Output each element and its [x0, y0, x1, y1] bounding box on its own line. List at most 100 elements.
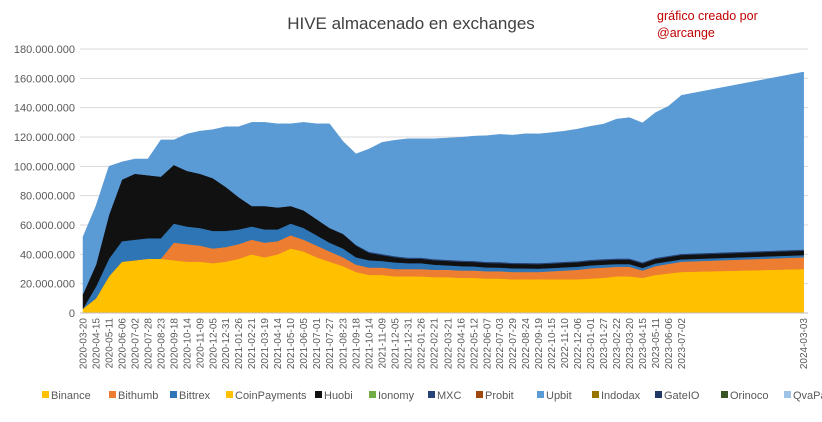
x-tick-label: 2022-05-12 [469, 318, 480, 370]
x-tick-label: 2022-10-15 [547, 318, 558, 370]
x-tick-label: 2021-05-10 [286, 318, 297, 370]
x-axis-tick-labels: 2020-03-20 2020-04-15 2020-05-11 2020-06-06… [79, 318, 811, 370]
x-tick-label: 2020-11-09 [195, 318, 206, 369]
chart-annotation-line1: gráfico creado por [657, 9, 758, 23]
legend-item-ionomy: Ionomy [369, 390, 415, 402]
x-tick-label: 2022-03-21 [443, 318, 454, 370]
x-tick-label: 2023-04-15 [638, 318, 649, 370]
legend-swatch [369, 391, 376, 398]
x-tick-label: 2021-11-09 [377, 318, 388, 369]
legend-item-upbit: Upbit [537, 390, 572, 402]
x-tick-label: 2020-06-06 [117, 318, 128, 370]
legend-swatch [170, 391, 177, 398]
x-tick-label: 2021-08-23 [339, 318, 350, 370]
x-tick-label: 2023-06-06 [664, 318, 675, 370]
x-tick-label: 2021-09-18 [351, 318, 362, 370]
x-tick-label: 2022-01-26 [416, 318, 427, 370]
series-areas [82, 71, 804, 314]
legend-item-bittrex: Bittrex [170, 390, 211, 402]
legend-item-indodax: Indodax [592, 390, 641, 402]
x-tick-label: 2022-06-07 [482, 318, 493, 370]
x-tick-label: 2023-01-01 [586, 318, 597, 370]
x-tick-label: 2023-01-27 [599, 318, 610, 370]
legend-item-orinoco: Orinoco [721, 390, 769, 402]
y-tick-label: 40.000.000 [20, 249, 75, 261]
legend-item-gateio: GateIO [655, 390, 700, 402]
x-tick-label: 2020-07-28 [143, 318, 154, 370]
legend-swatch [721, 391, 728, 398]
x-tick-label: 2022-08-24 [521, 318, 532, 370]
x-tick-label: 2021-10-14 [364, 318, 375, 370]
x-tick-label: 2023-03-20 [625, 318, 636, 370]
x-tick-label: 2022-02-21 [429, 318, 440, 370]
y-tick-label: 120.000.000 [14, 132, 75, 144]
x-tick-label: 2022-09-19 [534, 318, 545, 370]
legend-swatch [315, 391, 322, 398]
x-tick-label: 2021-04-14 [273, 318, 284, 370]
legend-item-huobi: Huobi [315, 390, 353, 402]
x-tick-label: 2021-12-31 [403, 318, 414, 370]
x-tick-label: 2020-05-11 [104, 318, 115, 369]
chart-annotation-line2: @arcange [657, 26, 715, 40]
legend-label: Binance [51, 390, 91, 402]
x-tick-label: 2022-12-06 [573, 318, 584, 370]
area-series-upbit [82, 71, 804, 295]
y-tick-label: 80.000.000 [20, 191, 75, 203]
x-tick-label: 2021-03-19 [260, 318, 271, 370]
x-tick-label: 2021-07-01 [312, 318, 323, 370]
legend-item-qvapay: QvaPay [784, 390, 822, 402]
legend-item-mxc: MXC [428, 390, 462, 402]
x-tick-label: 2020-04-15 [91, 318, 102, 370]
x-tick-label: 2024-03-03 [799, 318, 810, 370]
legend-item-coinpayments: CoinPayments [226, 390, 307, 402]
x-tick-label: 2022-11-10 [560, 318, 571, 369]
x-tick-label: 2022-07-03 [495, 318, 506, 370]
y-tick-label: 20.000.000 [20, 279, 75, 291]
x-tick-label: 2021-01-26 [234, 318, 245, 370]
legend-item-probit: Probit [476, 390, 514, 402]
x-tick-label: 2023-05-11 [651, 318, 662, 369]
legend-label: MXC [437, 390, 462, 402]
x-tick-label: 2023-07-02 [677, 318, 688, 370]
x-tick-label: 2020-09-18 [169, 318, 180, 370]
y-tick-label: 160.000.000 [14, 73, 75, 85]
x-tick-label: 2020-10-14 [182, 318, 193, 370]
legend-label: QvaPay [793, 390, 822, 402]
x-tick-label: 2021-12-05 [390, 318, 401, 370]
legend-label: Ionomy [378, 390, 415, 402]
x-tick-label: 2021-07-27 [325, 318, 336, 370]
x-tick-label: 2020-03-20 [79, 318, 90, 370]
legend-swatch [109, 391, 116, 398]
legend-label: Indodax [601, 390, 641, 402]
legend-swatch [428, 391, 435, 398]
legend-swatch [537, 391, 544, 398]
legend-swatch [592, 391, 599, 398]
legend-swatch [42, 391, 49, 398]
x-tick-label: 2020-08-23 [156, 318, 167, 370]
x-tick-label: 2022-07-29 [508, 318, 519, 370]
legend-swatch [476, 391, 483, 398]
legend: Binance Bithumb Bittrex CoinPayments Huobi Io… [42, 390, 822, 402]
y-tick-label: 140.000.000 [14, 103, 75, 115]
legend-item-binance: Binance [42, 390, 91, 402]
x-tick-label: 2020-07-02 [130, 318, 141, 370]
legend-swatch [655, 391, 662, 398]
legend-item-bithumb: Bithumb [109, 390, 158, 402]
y-axis-tick-labels: 0 20.000.000 40.000.000 60.000.000 80.000.00… [14, 44, 75, 320]
legend-label: GateIO [664, 390, 700, 402]
y-tick-label: 60.000.000 [20, 220, 75, 232]
chart-title: HIVE almacenado en exchanges [287, 14, 535, 33]
y-tick-label: 0 [69, 308, 75, 320]
x-tick-label: 2020-12-05 [208, 318, 219, 370]
y-tick-label: 100.000.000 [14, 161, 75, 173]
legend-label: Bithumb [118, 390, 158, 402]
legend-label: Probit [485, 390, 514, 402]
x-tick-label: 2022-04-16 [456, 318, 467, 370]
legend-label: Orinoco [730, 390, 769, 402]
legend-label: Upbit [546, 390, 572, 402]
legend-label: CoinPayments [235, 390, 307, 402]
legend-label: Bittrex [179, 390, 211, 402]
legend-label: Huobi [324, 390, 353, 402]
